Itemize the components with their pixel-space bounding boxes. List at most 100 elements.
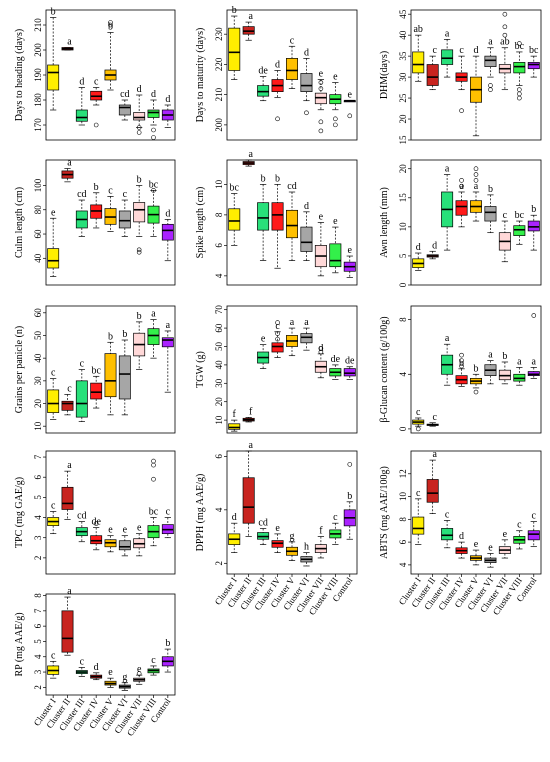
box-cluster-i: e (47, 207, 60, 277)
y-tick-label: 10 (398, 492, 408, 502)
plot-frame (226, 305, 358, 434)
box-cluster-iv: bc (90, 365, 103, 409)
box-iqr (527, 62, 540, 70)
box-control: c (161, 507, 174, 539)
significance-letter: b (474, 363, 479, 374)
significance-letter: d (79, 77, 84, 88)
y-axis-label: Culm length (cm) (14, 187, 25, 258)
box-cluster-iii: cd (75, 189, 88, 237)
box-control: b (161, 638, 174, 673)
box-iqr (300, 73, 313, 92)
outlier-point (459, 183, 464, 189)
significance-letter: f (319, 526, 323, 537)
significance-letter: g (290, 531, 295, 542)
y-axis-label: Spike length (cm) (195, 187, 206, 259)
significance-letter: b (275, 173, 280, 184)
significance-letter: a (67, 586, 72, 597)
significance-letter: a (290, 317, 295, 328)
outlier-point (318, 349, 324, 355)
box-cluster-ii: a (61, 157, 74, 183)
outlier-point (108, 22, 113, 28)
significance-letter: a (166, 320, 171, 331)
box-iqr (228, 208, 241, 231)
significance-letter: a (432, 449, 437, 460)
box-cluster-iv: b (455, 352, 468, 387)
significance-letter: ab (413, 24, 422, 35)
significance-letter: de (91, 517, 101, 528)
significance-letter: b (531, 204, 536, 215)
box-cluster-v: b (104, 20, 117, 91)
box-cluster-iv: b (271, 173, 284, 269)
significance-letter: cd (287, 181, 296, 192)
box-cluster-ii: a (242, 11, 255, 41)
box-cluster-ii: c (426, 45, 439, 91)
box-cluster-vi: a (484, 350, 497, 385)
box-cluster-iv: d (271, 59, 284, 122)
box-cluster-vi: g (118, 672, 131, 691)
significance-letter: c (416, 488, 421, 499)
box-control: e (343, 90, 356, 119)
significance-letter: e (319, 212, 324, 223)
plot-frame (226, 159, 358, 286)
y-tick-label: 4 (398, 562, 408, 567)
y-tick-label: 8 (214, 212, 224, 217)
significance-letter: cd (120, 89, 129, 100)
y-tick-label: 30 (214, 378, 224, 388)
y-tick-label: 7 (33, 608, 43, 613)
significance-letter: c (80, 359, 85, 370)
outlier-point (151, 458, 156, 464)
box-cluster-iii: c (75, 656, 88, 677)
significance-letter: d (318, 343, 323, 354)
y-tick-label: 10 (214, 179, 224, 189)
outlier-point (333, 116, 338, 122)
box-cluster-ii: a (242, 440, 255, 537)
box-control: d (161, 94, 174, 128)
box-cluster-vii: f (314, 526, 327, 559)
significance-letter: e (488, 543, 493, 554)
box-iqr (242, 477, 255, 524)
box-cluster-v: b (104, 331, 117, 416)
significance-letter: d (94, 662, 99, 673)
significance-letter: e (275, 523, 280, 534)
box-cluster-ii: f (242, 406, 255, 423)
significance-letter: de (345, 356, 355, 367)
significance-letter: d (137, 84, 142, 95)
box-cluster-vii: e (314, 69, 327, 134)
y-tick-label: 6 (214, 243, 224, 248)
significance-letter: b (232, 5, 237, 16)
box-iqr (455, 200, 468, 216)
significance-letter: b (137, 174, 142, 185)
box-iqr (147, 109, 160, 118)
outlier-point (531, 313, 537, 318)
box-control: e (343, 245, 356, 278)
box-cluster-vi: a (484, 37, 497, 92)
box-cluster-iii: a (441, 28, 454, 78)
box-iqr (161, 337, 174, 348)
significance-letter: c (67, 383, 72, 394)
y-axis-label: TGW (g) (195, 351, 206, 388)
significance-letter: a (488, 37, 493, 48)
box-cluster-i: b (228, 5, 241, 80)
y-tick-label: 5 (33, 495, 43, 500)
outlier-point (136, 671, 142, 676)
significance-letter: d (151, 89, 156, 100)
box-iqr (161, 223, 174, 241)
outlier-point (473, 389, 479, 395)
significance-letter: b (488, 184, 493, 195)
box-iqr (228, 423, 241, 430)
box-cluster-viii: bc (147, 458, 160, 547)
y-axis-label: ABTS (mg AAE/100g) (379, 466, 390, 559)
y-tick-label: 200 (214, 118, 224, 132)
significance-letter: d (459, 531, 464, 542)
box-cluster-i: c (47, 368, 60, 420)
significance-letter: a (445, 333, 450, 344)
y-tick-label: 20 (214, 397, 224, 407)
y-tick-label: 30 (33, 376, 43, 386)
outlier-point (275, 331, 280, 336)
box-cluster-viii: c (147, 655, 160, 676)
significance-letter: e (137, 523, 142, 534)
y-tick-label: 8 (33, 593, 43, 598)
significance-letter: cd (258, 518, 267, 529)
